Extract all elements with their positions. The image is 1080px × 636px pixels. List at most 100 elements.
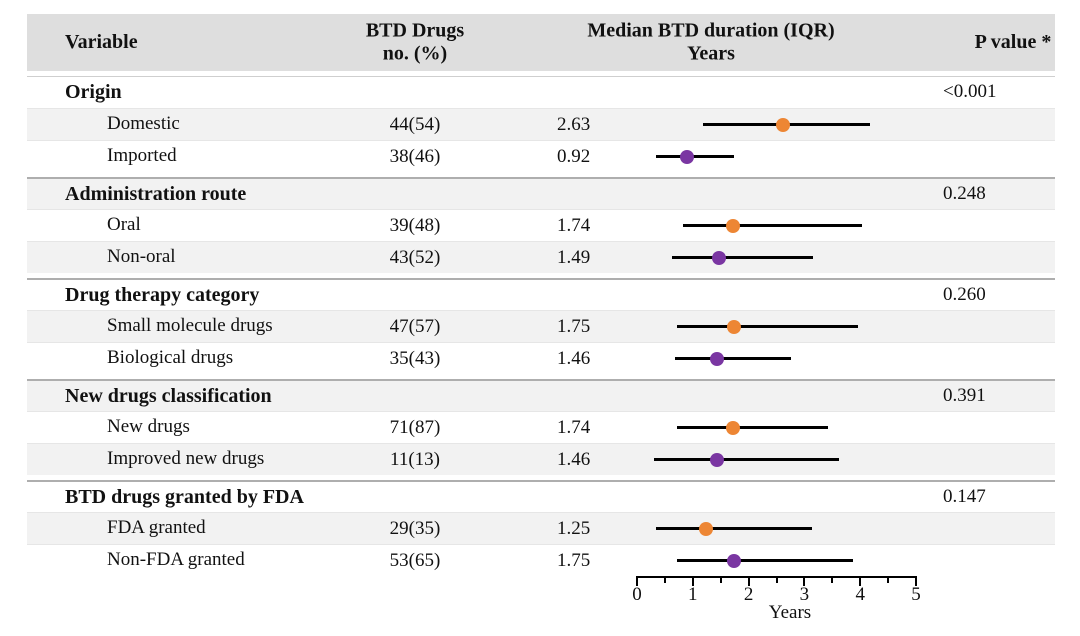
count-value: 38(46) — [389, 146, 441, 167]
median-value: 1.46 — [557, 348, 591, 369]
median-value: 1.25 — [557, 518, 591, 539]
x-axis-minor-tick — [719, 578, 722, 583]
header-median-duration: Median BTD duration (IQR) Years — [587, 19, 834, 66]
rows-container: Origin <0.001 Domestic 44(54) 2.63 Impor… — [27, 76, 1055, 576]
row-label: FDA granted — [107, 517, 206, 538]
group-label: Administration route — [65, 183, 247, 205]
count-value: 43(52) — [389, 247, 441, 268]
iqr-line — [672, 256, 813, 259]
x-axis-major-tick — [747, 578, 750, 586]
table-row: Non-oral 43(52) 1.49 — [27, 241, 1055, 273]
median-dot — [698, 522, 713, 536]
iqr-line — [683, 224, 862, 227]
table-header: Variable BTD Drugs no. (%) Median BTD dur… — [27, 14, 1055, 71]
group-label: Origin — [65, 81, 122, 103]
iqr-line — [655, 527, 812, 530]
header-btd-drugs-line1: BTD Drugs — [365, 18, 465, 41]
row-label: Non-oral — [107, 246, 176, 267]
iqr-line — [653, 458, 840, 461]
table-row: Non-FDA granted 53(65) 1.75 — [27, 544, 1055, 576]
table-row: Imported 38(46) 0.92 — [27, 140, 1055, 172]
row-label: New drugs — [107, 416, 190, 437]
x-axis-line — [636, 576, 917, 578]
x-axis-minor-tick — [887, 578, 890, 583]
group-label: BTD drugs granted by FDA — [65, 486, 304, 508]
median-dot — [710, 352, 725, 366]
table-row-group: New drugs classification 0.391 — [27, 379, 1055, 411]
count-value: 29(35) — [389, 518, 441, 539]
x-axis-tick-label: 2 — [743, 584, 754, 605]
header-btd-drugs: BTD Drugs no. (%) — [366, 19, 464, 66]
table-row: FDA granted 29(35) 1.25 — [27, 512, 1055, 544]
count-value: 39(48) — [389, 215, 441, 236]
median-value: 1.74 — [557, 417, 591, 438]
x-axis-major-tick — [803, 578, 806, 586]
row-label: Domestic — [107, 113, 180, 134]
median-dot — [726, 219, 741, 233]
header-p-value: P value * — [974, 30, 1052, 53]
count-value: 53(65) — [389, 550, 441, 571]
table-row: Improved new drugs 11(13) 1.46 — [27, 443, 1055, 475]
group-label: Drug therapy category — [65, 284, 260, 306]
x-axis-major-tick — [859, 578, 862, 586]
median-dot — [726, 421, 741, 435]
median-dot — [680, 150, 695, 164]
row-label: Small molecule drugs — [107, 315, 273, 336]
row-label: Improved new drugs — [107, 448, 265, 469]
x-axis-tick-label: 3 — [799, 584, 810, 605]
iqr-line — [655, 155, 734, 158]
table-row: Small molecule drugs 47(57) 1.75 — [27, 310, 1055, 342]
table-row: Biological drugs 35(43) 1.46 — [27, 342, 1055, 374]
x-axis-tick-label: 1 — [688, 584, 698, 605]
header-duration-line2: Years — [687, 42, 735, 65]
median-value: 1.75 — [557, 550, 591, 571]
x-axis-minor-tick — [663, 578, 666, 583]
median-value: 1.46 — [557, 449, 591, 470]
p-value: 0.391 — [943, 385, 986, 406]
median-value: 1.75 — [557, 316, 591, 337]
count-value: 35(43) — [389, 348, 441, 369]
x-axis-tick-label: 4 — [855, 584, 865, 605]
median-dot — [775, 118, 790, 132]
median-dot — [726, 320, 741, 334]
group-label: New drugs classification — [65, 385, 272, 407]
x-axis-minor-tick — [831, 578, 834, 583]
table-row-group: BTD drugs granted by FDA 0.147 — [27, 480, 1055, 512]
row-label: Non-FDA granted — [107, 549, 245, 570]
median-dot — [710, 453, 725, 467]
count-value: 71(87) — [389, 417, 441, 438]
table-row: Domestic 44(54) 2.63 — [27, 108, 1055, 140]
median-value: 0.92 — [557, 146, 591, 167]
table-row-group: Administration route 0.248 — [27, 177, 1055, 209]
count-value: 11(13) — [390, 449, 440, 470]
count-value: 44(54) — [389, 114, 441, 135]
p-value: 0.260 — [943, 284, 986, 305]
iqr-line — [676, 426, 828, 429]
median-value: 2.63 — [557, 114, 591, 135]
x-axis-tick-label: 0 — [632, 584, 642, 605]
p-value: <0.001 — [943, 81, 997, 102]
count-value: 47(57) — [389, 316, 441, 337]
x-axis-major-tick — [915, 578, 917, 586]
row-label: Oral — [107, 214, 141, 235]
p-value: 0.248 — [943, 183, 986, 204]
table-row-group: Origin <0.001 — [27, 76, 1055, 108]
iqr-line — [677, 559, 854, 562]
p-value: 0.147 — [943, 486, 986, 507]
table-row: Oral 39(48) 1.74 — [27, 209, 1055, 241]
header-variable: Variable — [65, 30, 138, 53]
row-label: Biological drugs — [107, 347, 234, 368]
x-axis-title: Years — [768, 602, 812, 623]
x-axis-major-tick — [691, 578, 694, 586]
x-axis: Years 0 1 2 3 4 5 — [27, 576, 1055, 626]
median-value: 1.74 — [557, 215, 591, 236]
iqr-line — [676, 325, 859, 328]
median-dot — [726, 554, 741, 568]
forest-plot-figure: Variable BTD Drugs no. (%) Median BTD dur… — [27, 14, 1055, 629]
header-duration-line1: Median BTD duration (IQR) — [587, 18, 835, 41]
median-value: 1.49 — [557, 247, 591, 268]
median-dot — [712, 251, 727, 265]
row-label: Imported — [107, 145, 177, 166]
header-btd-drugs-line2: no. (%) — [382, 42, 448, 65]
table-row-group: Drug therapy category 0.260 — [27, 278, 1055, 310]
